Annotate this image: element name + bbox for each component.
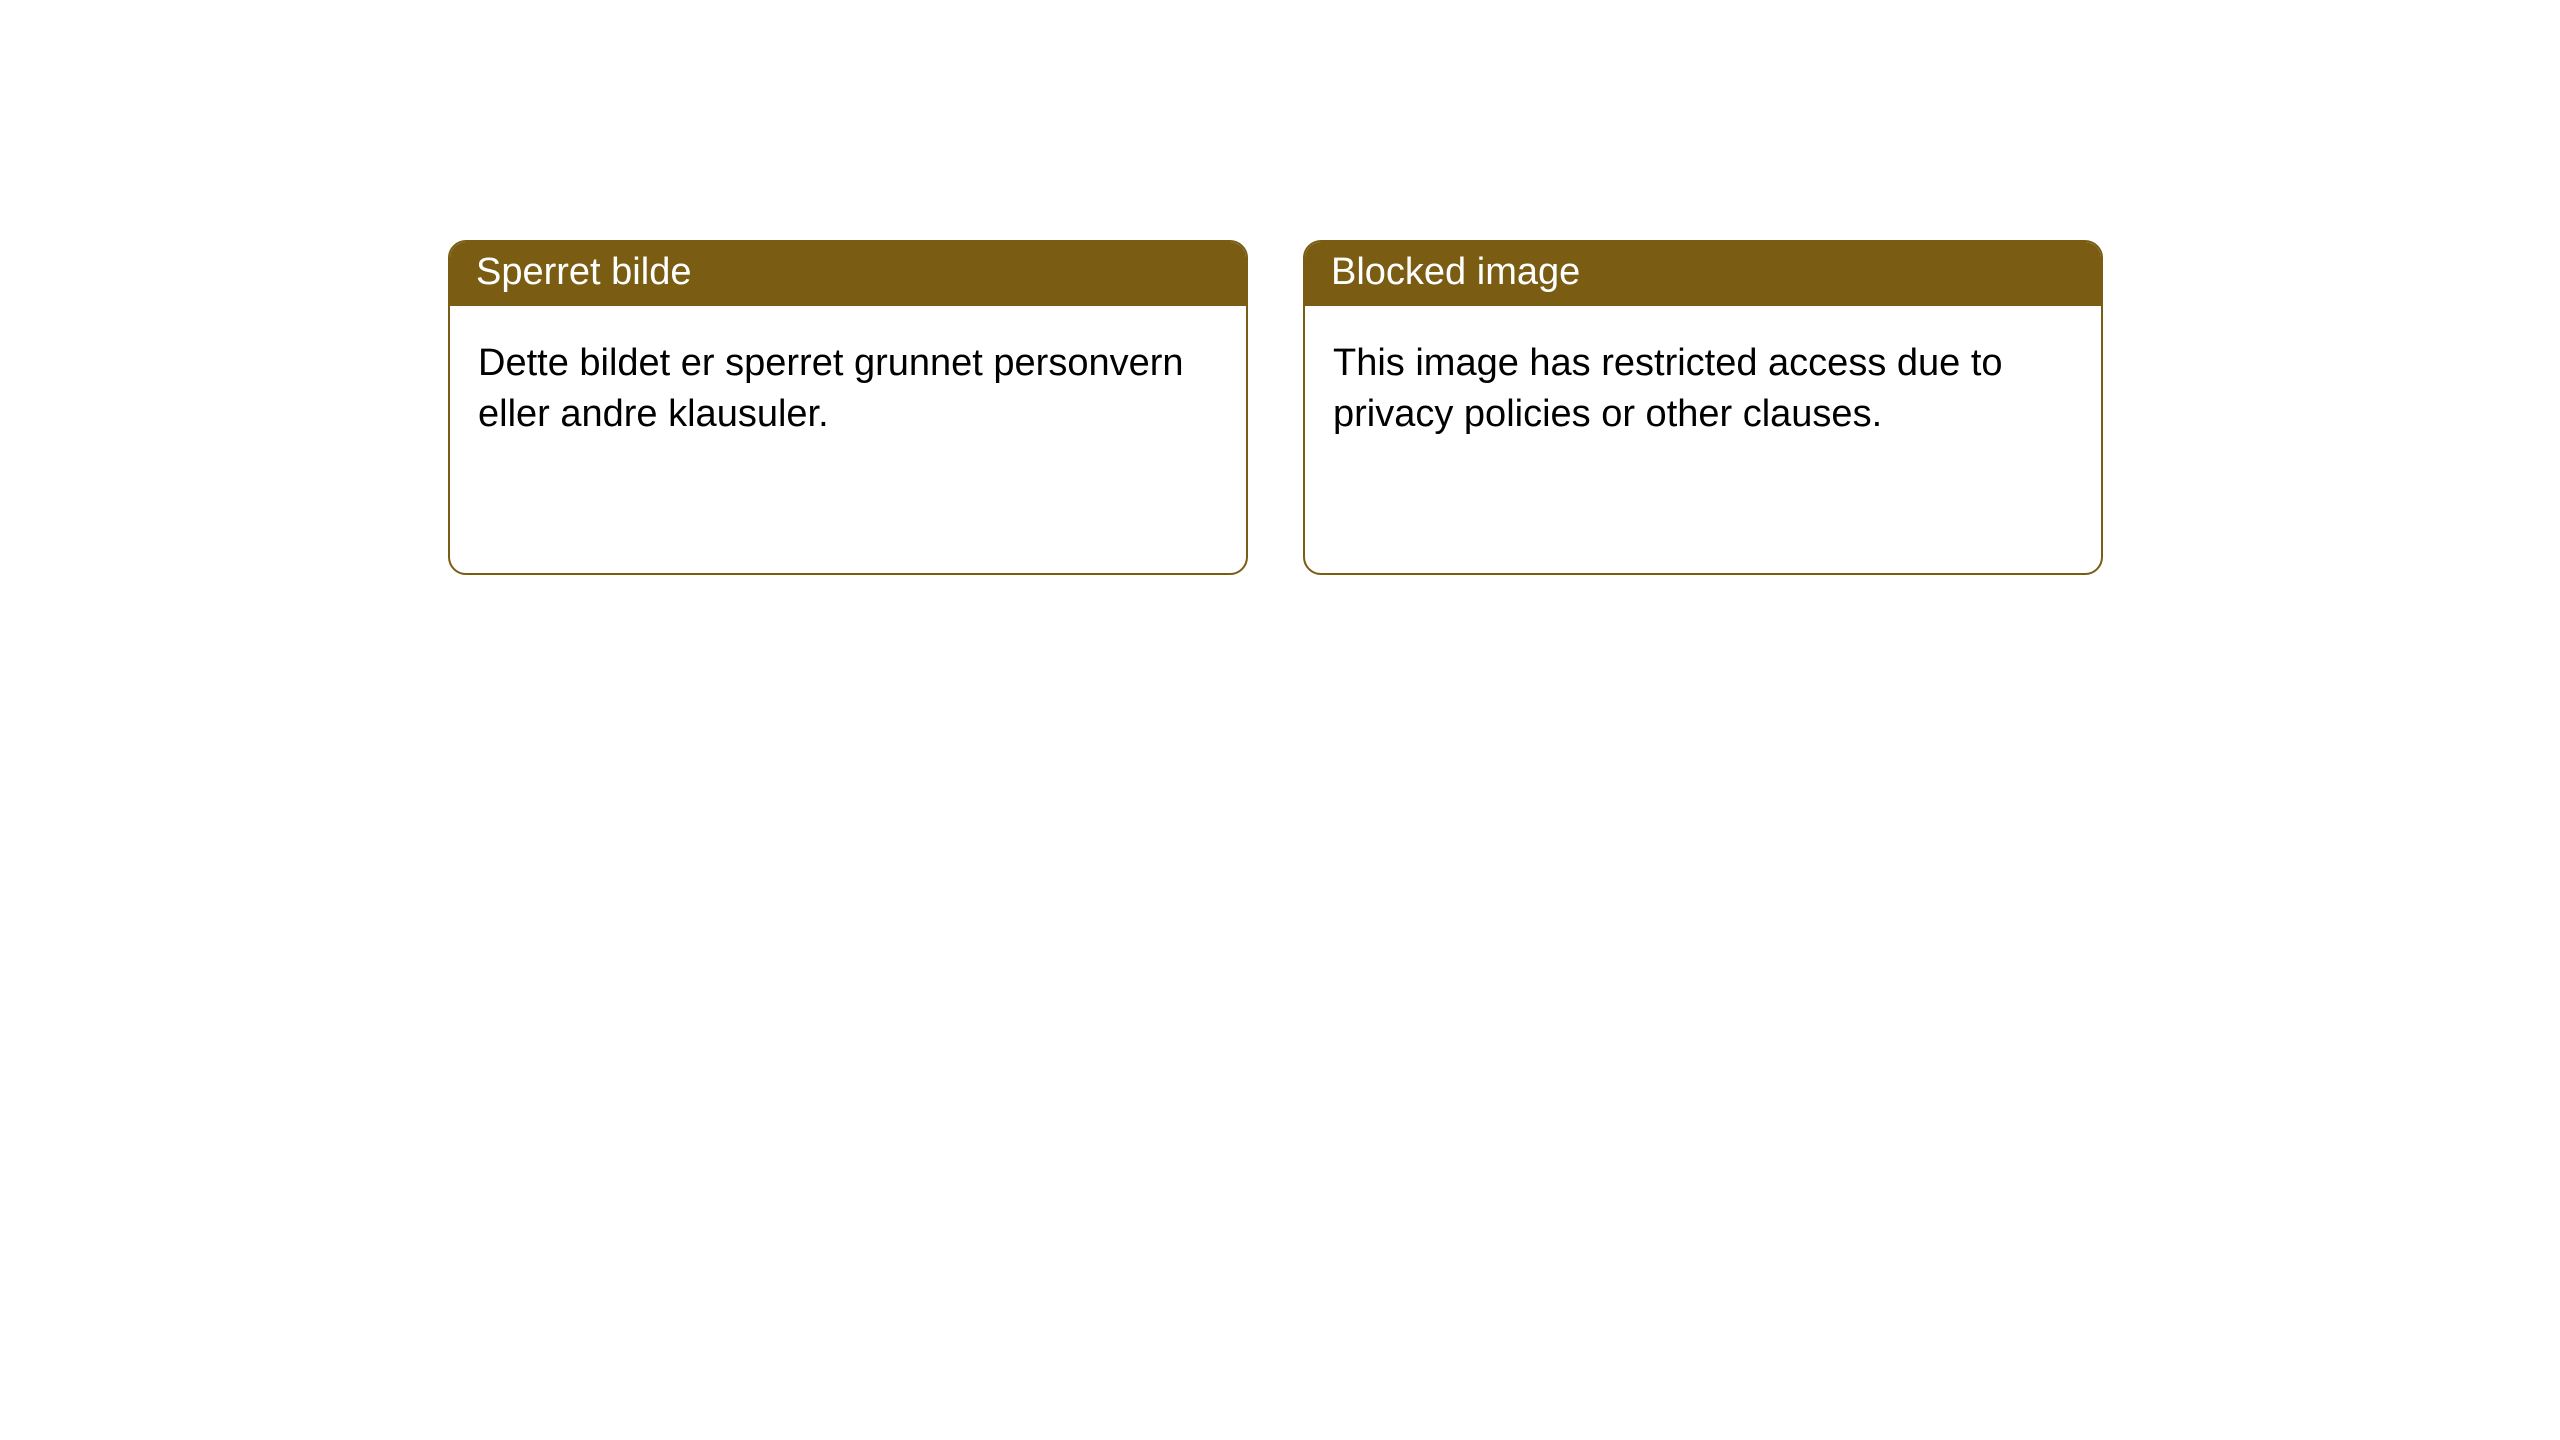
notice-container: Sperret bilde Dette bildet er sperret gr…: [448, 240, 2103, 575]
notice-box-english: Blocked image This image has restricted …: [1303, 240, 2103, 575]
notice-header: Blocked image: [1305, 242, 2101, 306]
notice-header: Sperret bilde: [450, 242, 1246, 306]
notice-body: This image has restricted access due to …: [1305, 306, 2101, 473]
notice-box-norwegian: Sperret bilde Dette bildet er sperret gr…: [448, 240, 1248, 575]
notice-body: Dette bildet er sperret grunnet personve…: [450, 306, 1246, 473]
